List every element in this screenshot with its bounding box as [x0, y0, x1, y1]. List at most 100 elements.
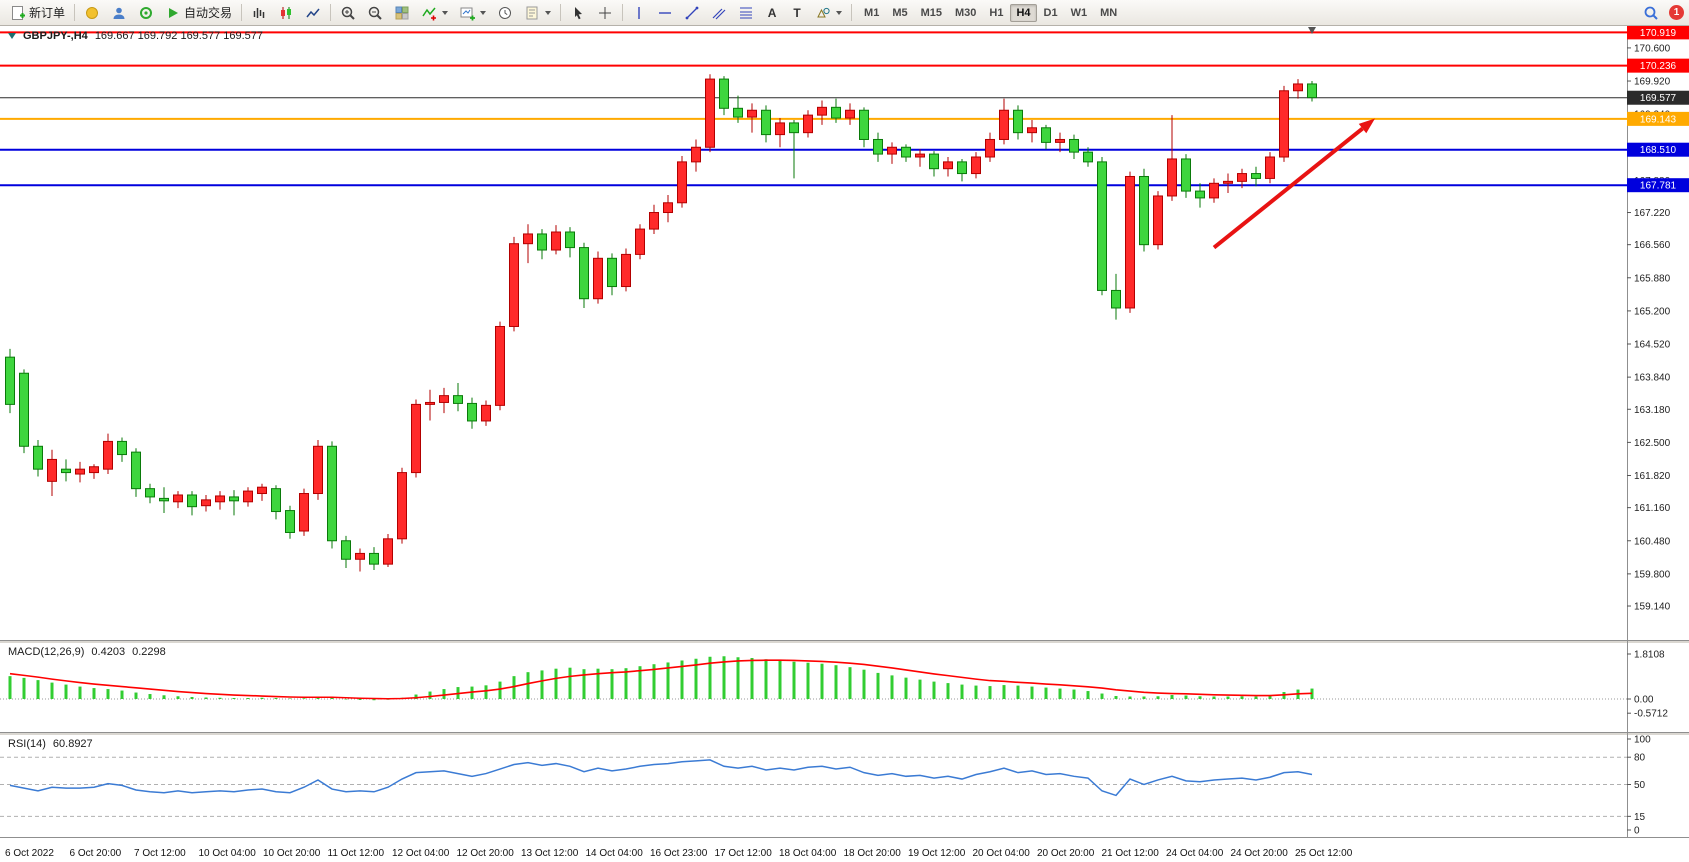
candle-body — [789, 122, 799, 134]
tile-windows-button[interactable] — [389, 2, 415, 23]
shapes-tool-button[interactable] — [810, 2, 847, 23]
search-icon — [1644, 6, 1658, 20]
candle-body — [61, 468, 71, 474]
time-axis-label: 24 Oct 20:00 — [1231, 848, 1289, 859]
candle-body — [1125, 175, 1135, 309]
annotation-arrow[interactable] — [1212, 126, 1364, 250]
timeframe-h4-button[interactable]: H4 — [1010, 3, 1037, 22]
candle-body — [89, 466, 99, 474]
rsi-line — [9, 759, 1313, 797]
time-axis-label: 20 Oct 04:00 — [973, 848, 1031, 859]
line-chart-button[interactable] — [300, 2, 326, 23]
time-axis-label: 13 Oct 12:00 — [521, 848, 579, 859]
indicators-button[interactable] — [416, 2, 453, 23]
candle-body — [1167, 158, 1177, 197]
bar-chart-icon — [253, 7, 265, 18]
autotrading-button[interactable]: 自动交易 — [160, 2, 237, 23]
candle-body — [1237, 173, 1247, 182]
rsi-axis-label: 80 — [1634, 753, 1646, 764]
new-chart-button[interactable] — [454, 2, 491, 23]
candle-body — [831, 106, 841, 119]
candle-body — [1265, 156, 1275, 179]
candle-body — [1139, 175, 1149, 246]
navigator-button[interactable] — [133, 2, 159, 23]
price-line-badge — [1627, 58, 1689, 73]
chart-shift-marker-icon — [1308, 27, 1316, 34]
candle-body — [453, 395, 463, 404]
market-watch-button[interactable] — [106, 2, 132, 23]
shapes-icon — [817, 7, 830, 17]
new-order-icon — [12, 5, 25, 20]
channel-tool-button[interactable] — [706, 2, 732, 23]
annotation-arrow-head[interactable] — [1358, 118, 1375, 134]
candle-body — [873, 138, 883, 155]
crosshair-button[interactable] — [592, 2, 618, 23]
candle-body — [621, 253, 631, 288]
candle-body — [1055, 138, 1065, 143]
horizontal-line-tool-button[interactable] — [652, 2, 678, 23]
search-button[interactable] — [1638, 2, 1664, 23]
candle-body — [103, 440, 113, 470]
candle-body — [705, 78, 715, 148]
chart-canvas[interactable]: 170.600169.920169.240168.560167.880167.2… — [0, 26, 1689, 862]
price-line-badge — [1627, 90, 1689, 105]
candle-body — [243, 490, 253, 503]
text-tool-button[interactable]: A — [760, 2, 784, 23]
profiles-button[interactable] — [79, 2, 105, 23]
price-tick-label: 164.520 — [1634, 340, 1671, 351]
time-axis-label: 12 Oct 04:00 — [392, 848, 450, 859]
timeframe-m30-button[interactable]: M30 — [949, 4, 982, 22]
timeframe-mn-button[interactable]: MN — [1094, 4, 1123, 22]
bar-chart-button[interactable] — [246, 2, 272, 23]
price-line-badge — [1627, 142, 1689, 157]
candle-body — [495, 325, 505, 406]
price-tick-label: 166.560 — [1634, 240, 1671, 251]
autotrading-label: 自动交易 — [184, 6, 233, 20]
candlestick-chart-button[interactable] — [273, 2, 299, 23]
vertical-line-tool-button[interactable] — [627, 2, 651, 23]
candle-body — [957, 161, 967, 175]
timeframe-d1-button[interactable]: D1 — [1038, 4, 1064, 22]
candle-body — [257, 486, 267, 495]
candle-body — [313, 445, 323, 495]
price-tick-label: 165.200 — [1634, 306, 1671, 317]
new-order-button[interactable]: 新订单 — [5, 2, 70, 23]
zoom-out-icon — [368, 6, 382, 20]
clock-icon — [499, 6, 512, 19]
rsi-axis-label: 0 — [1634, 826, 1640, 837]
fibonacci-tool-button[interactable] — [733, 2, 759, 23]
candle-body — [859, 109, 869, 140]
tile-windows-icon — [395, 6, 409, 19]
templates-button[interactable] — [519, 2, 556, 23]
templates-icon — [526, 6, 538, 19]
timeframe-m15-button[interactable]: M15 — [915, 4, 948, 22]
candle-body — [509, 243, 519, 327]
candle-body — [299, 493, 309, 532]
timeframe-h1-button[interactable]: H1 — [983, 4, 1009, 22]
timeframe-m1-button[interactable]: M1 — [858, 4, 885, 22]
candle-body — [145, 488, 155, 498]
macd-axis-label: 1.8108 — [1634, 650, 1665, 661]
notification-badge[interactable]: 1 — [1669, 5, 1684, 20]
candle-body — [1027, 127, 1037, 134]
trendline-tool-button[interactable] — [679, 2, 705, 23]
macd-signal-line — [9, 659, 1313, 700]
price-line-badge-label: 169.143 — [1640, 114, 1677, 125]
candle-body — [383, 538, 393, 565]
time-axis-label: 10 Oct 04:00 — [199, 848, 257, 859]
candle-body — [915, 153, 925, 158]
text-label-tool-button[interactable]: T — [785, 2, 809, 23]
vertical-line-icon — [638, 6, 640, 19]
candle-body — [523, 233, 533, 245]
timeframe-m5-button[interactable]: M5 — [886, 4, 913, 22]
candle-body — [635, 228, 645, 255]
zoom-in-button[interactable] — [335, 2, 361, 23]
candle-body — [369, 552, 379, 565]
zoom-out-button[interactable] — [362, 2, 388, 23]
timeframe-w1-button[interactable]: W1 — [1065, 4, 1094, 22]
cursor-button[interactable] — [565, 2, 591, 23]
price-line-badge — [1627, 111, 1689, 126]
period-clock-button[interactable] — [492, 2, 518, 23]
time-axis-label: 19 Oct 12:00 — [908, 848, 966, 859]
candle-body — [117, 440, 127, 456]
